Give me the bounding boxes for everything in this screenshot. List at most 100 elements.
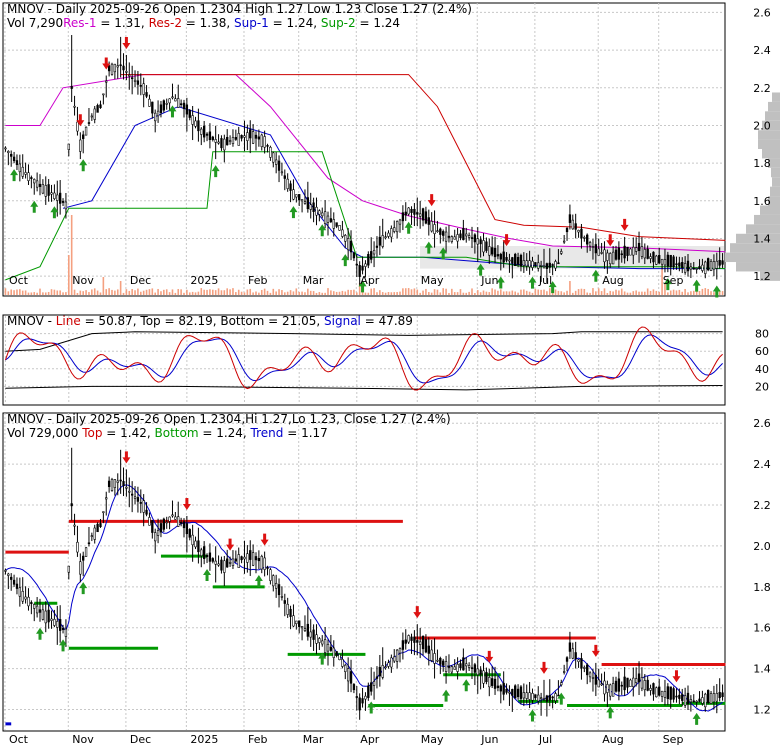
- candle-body: [603, 249, 606, 263]
- candle-body: [418, 213, 422, 217]
- volume-bar: [301, 291, 303, 295]
- candle-body: [539, 264, 543, 267]
- candle-body: [698, 266, 701, 270]
- volume-bar: [664, 283, 666, 295]
- volume-bar: [534, 288, 537, 295]
- volume-bar: [384, 292, 387, 295]
- candle-body: [583, 667, 586, 669]
- candle-body: [323, 211, 327, 224]
- candle-body: [539, 697, 543, 700]
- candle-body: [447, 665, 451, 668]
- sell-arrow: [226, 538, 235, 551]
- y-tick-label: 2.4: [753, 458, 771, 471]
- candle-body: [338, 225, 341, 231]
- volume-bar: [609, 290, 612, 295]
- price-bottom-trend-curve: [5, 484, 723, 712]
- candle-body: [666, 254, 670, 267]
- candle-body: [683, 263, 687, 273]
- sell-arrow: [76, 114, 85, 127]
- candle-body: [614, 249, 618, 260]
- candle-body: [185, 104, 189, 115]
- x-tick-label: Oct: [9, 274, 29, 287]
- candle-body: [289, 608, 292, 617]
- candle-body: [136, 80, 140, 85]
- volume-bar: [154, 292, 156, 295]
- volume-bar: [641, 291, 643, 295]
- volume-bar: [358, 283, 361, 295]
- volume-bar: [592, 288, 594, 295]
- candle-body: [433, 653, 436, 664]
- volume-bar: [500, 289, 502, 295]
- volume-bar: [309, 290, 312, 295]
- volume-bar: [407, 288, 410, 295]
- candle-body: [231, 137, 235, 144]
- candle-body: [217, 563, 220, 566]
- candle-body: [663, 259, 667, 266]
- buy-arrow: [341, 254, 350, 267]
- volume-bar: [718, 290, 721, 295]
- candle-body: [418, 641, 422, 645]
- buy-arrow: [211, 165, 220, 178]
- candle-body: [84, 126, 88, 136]
- volume-bar: [249, 288, 252, 295]
- volume-bar: [177, 289, 180, 295]
- candle-body: [364, 695, 367, 700]
- candle-body: [372, 249, 376, 255]
- buy-arrow: [591, 269, 600, 282]
- buy-arrow: [557, 692, 566, 705]
- candle-body: [384, 666, 387, 669]
- volume-bar: [321, 292, 324, 295]
- candle-body: [260, 134, 263, 148]
- volume-bar: [595, 291, 597, 295]
- candle-body: [681, 262, 684, 269]
- candle-body: [442, 231, 445, 236]
- candle-body: [499, 253, 502, 260]
- candle-body: [721, 692, 724, 698]
- candle-body: [237, 554, 240, 568]
- volume-bar: [537, 289, 540, 295]
- volume-bar: [85, 290, 87, 295]
- candle-body: [479, 239, 482, 245]
- volume-bar: [50, 289, 53, 295]
- candle-body: [298, 620, 301, 627]
- header-segment: = 1.42,: [102, 426, 154, 440]
- candle-body: [646, 248, 649, 259]
- candle-body: [462, 657, 465, 671]
- volume-bar: [163, 289, 165, 295]
- candle-body: [352, 252, 356, 259]
- candle-body: [10, 153, 13, 157]
- candle-body: [398, 219, 402, 225]
- candle-body: [194, 120, 197, 127]
- candle-body: [257, 136, 261, 140]
- volume-bar: [16, 289, 18, 295]
- candle-body: [652, 683, 655, 695]
- price-top-header-line2: Vol 7,290Res-1 = 1.31, Res-2 = 1.38, Sup…: [7, 16, 400, 30]
- volume-bar: [675, 290, 678, 295]
- volume-bar: [456, 292, 459, 295]
- candle-body: [453, 666, 456, 670]
- volume-bar: [445, 288, 447, 295]
- volume-bar: [540, 289, 542, 295]
- candle-body: [393, 227, 396, 232]
- candle-body: [162, 518, 166, 530]
- candle-body: [666, 686, 670, 700]
- candle-body: [378, 666, 382, 677]
- candle-body: [640, 246, 644, 257]
- x-tick-label: May: [421, 274, 444, 287]
- volume-profile-bar: [765, 111, 780, 121]
- candle-body: [263, 557, 266, 570]
- volume-bar: [428, 292, 430, 295]
- volume-bar: [223, 290, 226, 295]
- candle-body: [686, 692, 690, 705]
- candle-body: [534, 262, 537, 266]
- candle-body: [341, 659, 344, 667]
- volume-bar: [497, 290, 499, 295]
- osc-bottom-line: [5, 385, 723, 391]
- candle-body: [361, 698, 364, 704]
- candle-body: [683, 695, 687, 706]
- candle-body: [709, 693, 713, 704]
- candle-body: [335, 222, 338, 227]
- candle-body: [269, 146, 272, 158]
- volume-bar: [560, 291, 563, 295]
- candle-body: [611, 683, 615, 697]
